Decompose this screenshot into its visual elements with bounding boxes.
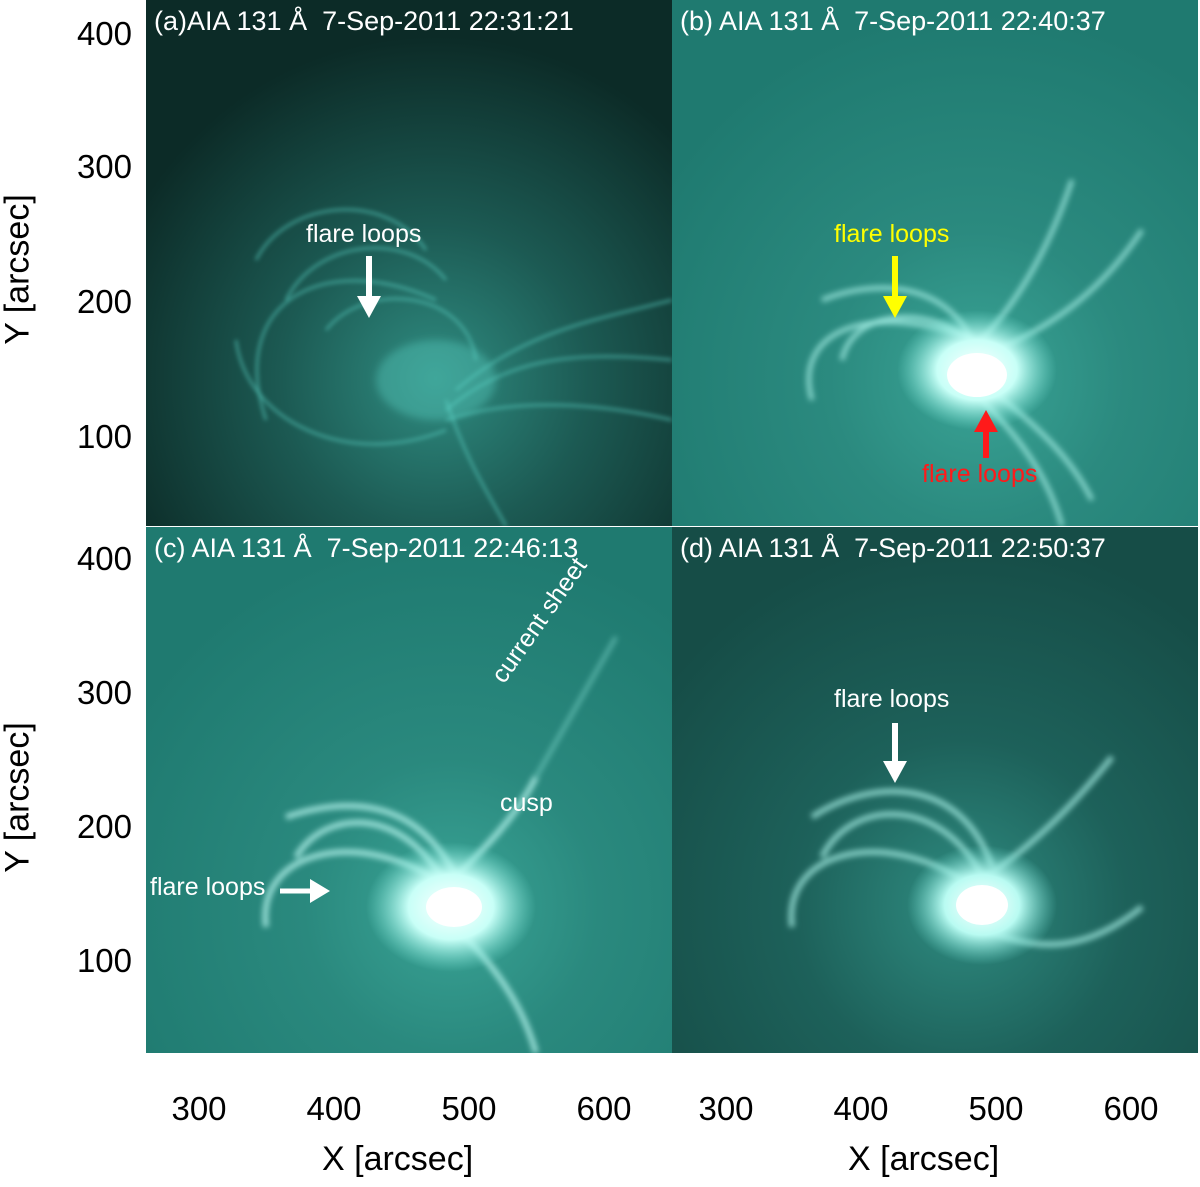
annotation-flare-loops-c: flare loops [150, 873, 266, 901]
panel-title-d: (d) AIA 131 Å 7-Sep-2011 22:50:37 [680, 533, 1106, 563]
panel-title-c: (c) AIA 131 Å 7-Sep-2011 22:46:13 [154, 533, 579, 563]
y-axis-label-bottom: Y [arcsec] [0, 722, 37, 873]
y-tick-top-200: 200 [76, 283, 132, 320]
x-tick-right-400: 400 [833, 1090, 889, 1127]
y-tick-top-400: 400 [76, 15, 132, 52]
x-tick-left-500: 500 [441, 1090, 497, 1127]
y-axis-label-top: Y [arcsec] [0, 194, 37, 345]
x-tick-right-600: 600 [1103, 1090, 1159, 1127]
x-axis-label-right: X [arcsec] [848, 1140, 1000, 1178]
panel-a: (a)AIA 131 Å 7-Sep-2011 22:31:21 flare l… [146, 0, 672, 526]
solar-image-c [146, 527, 672, 1053]
y-tick-bottom-300: 300 [76, 674, 132, 711]
x-tick-right-500: 500 [968, 1090, 1024, 1127]
arrow-down-yellow-icon [883, 256, 907, 318]
annotation-flare-loops-red-b: flare loops [922, 460, 1038, 488]
y-tick-top-300: 300 [76, 148, 132, 185]
annotation-flare-loops-d: flare loops [834, 685, 950, 713]
panel-c: (c) AIA 131 Å 7-Sep-2011 22:46:13 curren… [146, 527, 672, 1053]
x-tick-left-400: 400 [306, 1090, 362, 1127]
y-tick-top-100: 100 [76, 418, 132, 455]
panel-title-b: (b) AIA 131 Å 7-Sep-2011 22:40:37 [680, 6, 1106, 36]
solar-image-a [146, 0, 672, 526]
y-tick-bottom-200: 200 [76, 808, 132, 845]
panel-title-a: (a)AIA 131 Å 7-Sep-2011 22:31:21 [154, 6, 574, 36]
x-tick-right-300: 300 [698, 1090, 754, 1127]
x-tick-left-300: 300 [171, 1090, 227, 1127]
solar-image-d [672, 527, 1198, 1053]
solar-image-b [672, 0, 1198, 526]
arrow-down-icon [357, 256, 381, 318]
y-tick-bottom-100: 100 [76, 942, 132, 979]
arrow-right-icon [280, 879, 330, 903]
x-tick-left-600: 600 [576, 1090, 632, 1127]
x-axis-label-left: X [arcsec] [322, 1140, 474, 1178]
annotation-cusp-c: cusp [500, 789, 553, 817]
y-tick-bottom-400: 400 [76, 540, 132, 577]
annotation-flare-loops-yellow-b: flare loops [834, 220, 950, 248]
arrow-down-icon [883, 723, 907, 783]
panel-d: (d) AIA 131 Å 7-Sep-2011 22:50:37 flare … [672, 527, 1198, 1053]
annotation-flare-loops-a: flare loops [306, 220, 422, 248]
arrow-up-red-icon [974, 410, 998, 458]
panel-b: (b) AIA 131 Å 7-Sep-2011 22:40:37 flare … [672, 0, 1198, 526]
